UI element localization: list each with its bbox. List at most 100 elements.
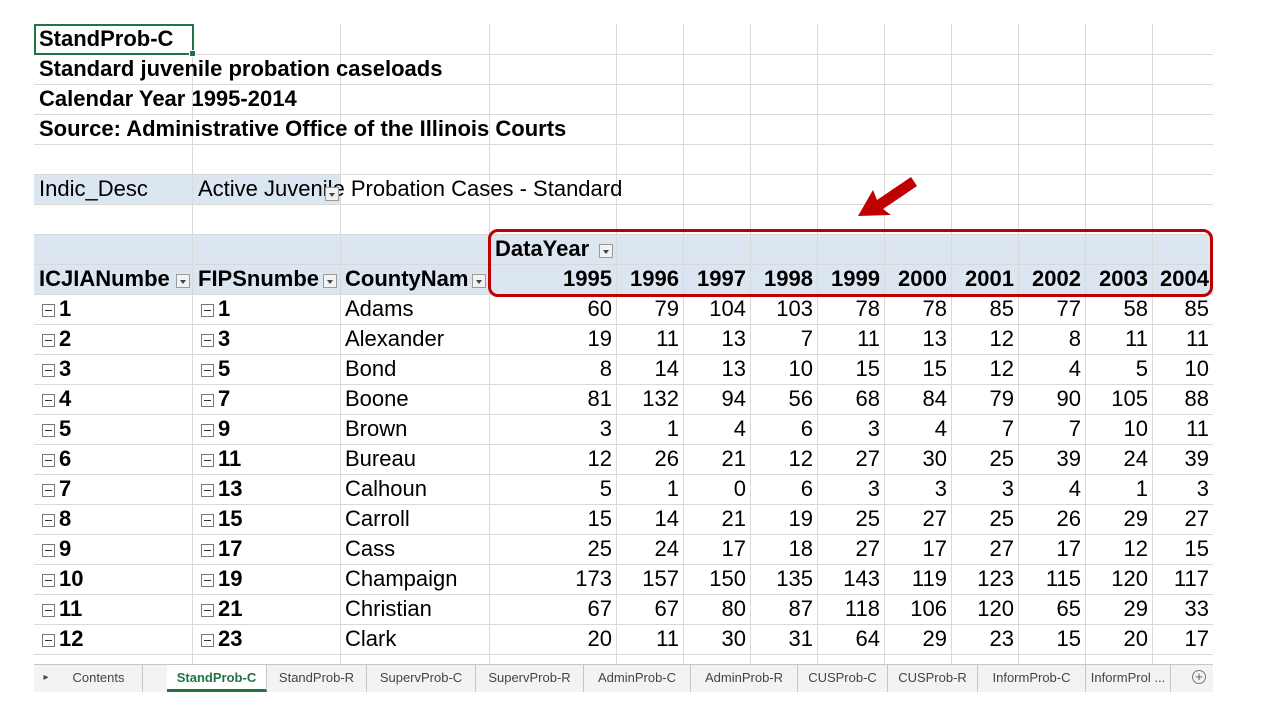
table-row-icjia[interactable]: 4 [42, 384, 192, 414]
table-cell-value[interactable]: 39 [1056, 446, 1081, 471]
datayear-dropdown-icon[interactable] [599, 244, 613, 258]
sheet-tab[interactable]: InformProb-C [978, 665, 1086, 692]
table-cell-value[interactable]: 3 [599, 416, 612, 441]
table-cell-value[interactable]: 1 [666, 416, 679, 441]
table-cell-value[interactable]: 27 [922, 506, 947, 531]
collapse-minus-icon[interactable] [42, 603, 55, 617]
collapse-minus-icon[interactable] [42, 423, 55, 437]
table-cell-value[interactable]: 80 [721, 596, 746, 621]
table-row-fips[interactable]: 23 [201, 624, 341, 654]
sheet-tab[interactable]: StandProb-R [267, 665, 367, 692]
table-row-fips[interactable]: 17 [201, 534, 341, 564]
table-cell-value[interactable]: 7 [1068, 416, 1081, 441]
table-cell-value[interactable]: 117 [1173, 566, 1209, 591]
table-cell-value[interactable]: 58 [1123, 296, 1148, 321]
year-header-2001[interactable]: 2001 [965, 266, 1014, 291]
collapse-minus-icon[interactable] [201, 333, 214, 347]
table-row-icjia[interactable]: 6 [42, 444, 192, 474]
collapse-minus-icon[interactable] [201, 453, 214, 467]
table-row-fips[interactable]: 1 [201, 294, 341, 324]
table-cell-value[interactable]: 25 [587, 536, 612, 561]
table-row-icjia[interactable]: 11 [42, 594, 192, 624]
table-row-county[interactable]: Alexander [345, 326, 445, 351]
table-cell-value[interactable]: 19 [587, 326, 612, 351]
collapse-minus-icon[interactable] [42, 333, 55, 347]
table-row-county[interactable]: Champaign [345, 566, 458, 591]
table-cell-value[interactable]: 143 [843, 566, 880, 591]
table-cell-value[interactable]: 30 [922, 446, 947, 471]
table-cell-value[interactable]: 7 [1001, 416, 1014, 441]
year-header-2002[interactable]: 2002 [1032, 266, 1081, 291]
table-cell-value[interactable]: 14 [654, 506, 679, 531]
table-cell-value[interactable]: 10 [1184, 356, 1209, 381]
table-cell-value[interactable]: 23 [989, 626, 1014, 651]
table-cell-value[interactable]: 1 [1135, 476, 1148, 501]
collapse-minus-icon[interactable] [42, 573, 55, 587]
table-cell-value[interactable]: 88 [1184, 386, 1209, 411]
table-cell-value[interactable]: 5 [1135, 356, 1148, 381]
table-cell-value[interactable]: 10 [1123, 416, 1148, 441]
collapse-minus-icon[interactable] [42, 483, 55, 497]
table-cell-value[interactable]: 20 [587, 626, 612, 651]
collapse-minus-icon[interactable] [201, 633, 214, 647]
sheet-tab[interactable]: StandProb-C [167, 665, 267, 692]
table-cell-value[interactable]: 5 [599, 476, 612, 501]
sheet-tab[interactable]: Contents [55, 665, 143, 692]
table-cell-value[interactable]: 39 [1184, 446, 1209, 471]
collapse-minus-icon[interactable] [201, 393, 214, 407]
collapse-minus-icon[interactable] [201, 603, 214, 617]
table-row-icjia[interactable]: 3 [42, 354, 192, 384]
table-cell-value[interactable]: 24 [1123, 446, 1148, 471]
table-row-fips[interactable]: 13 [201, 474, 341, 504]
collapse-minus-icon[interactable] [201, 423, 214, 437]
table-cell-value[interactable]: 3 [867, 416, 880, 441]
collapse-minus-icon[interactable] [42, 543, 55, 557]
table-row-county[interactable]: Cass [345, 536, 396, 561]
table-row-county[interactable]: Clark [345, 626, 397, 651]
row-header-countynam[interactable]: CountyNam [345, 266, 469, 291]
table-cell-value[interactable]: 60 [587, 296, 612, 321]
table-cell-value[interactable]: 118 [844, 596, 880, 621]
table-cell-value[interactable]: 33 [1184, 596, 1209, 621]
table-cell-value[interactable]: 85 [989, 296, 1014, 321]
table-cell-value[interactable]: 77 [1056, 296, 1081, 321]
table-cell-value[interactable]: 68 [855, 386, 880, 411]
filter-label[interactable]: Indic_Desc [39, 176, 148, 201]
table-cell-value[interactable]: 11 [1125, 326, 1148, 351]
table-cell-value[interactable]: 87 [788, 596, 813, 621]
table-row-fips[interactable]: 21 [201, 594, 341, 624]
table-cell-value[interactable]: 25 [989, 506, 1014, 531]
table-cell-value[interactable]: 31 [788, 626, 813, 651]
table-row-icjia[interactable]: 5 [42, 414, 192, 444]
table-cell-value[interactable]: 65 [1056, 596, 1081, 621]
table-cell-value[interactable]: 11 [1186, 416, 1209, 441]
table-row-county[interactable]: Boone [345, 386, 409, 411]
table-cell-value[interactable]: 24 [654, 536, 679, 561]
table-cell-value[interactable]: 12 [989, 356, 1014, 381]
collapse-minus-icon[interactable] [42, 513, 55, 527]
table-cell-value[interactable]: 7 [800, 326, 813, 351]
table-cell-value[interactable]: 173 [575, 566, 612, 591]
table-cell-value[interactable]: 3 [1001, 476, 1014, 501]
table-cell-value[interactable]: 29 [1123, 506, 1148, 531]
table-row-fips[interactable]: 7 [201, 384, 341, 414]
table-cell-value[interactable]: 12 [788, 446, 813, 471]
table-cell-value[interactable]: 1 [666, 476, 679, 501]
table-cell-value[interactable]: 90 [1056, 386, 1081, 411]
table-row-county[interactable]: Adams [345, 296, 414, 321]
table-row-icjia[interactable]: 7 [42, 474, 192, 504]
table-cell-value[interactable]: 150 [709, 566, 746, 591]
table-cell-value[interactable]: 78 [922, 296, 947, 321]
table-row-county[interactable]: Bond [345, 356, 397, 381]
table-cell-value[interactable]: 20 [1123, 626, 1148, 651]
table-cell-value[interactable]: 115 [1045, 566, 1081, 591]
column-field-datayear[interactable]: DataYear [495, 236, 590, 261]
table-row-fips[interactable]: 9 [201, 414, 341, 444]
collapse-minus-icon[interactable] [201, 513, 214, 527]
sheet-tab[interactable]: InformProl ... [1086, 665, 1171, 692]
row-header-dropdown-icon[interactable] [323, 274, 337, 288]
table-cell-value[interactable]: 4 [1068, 356, 1081, 381]
sheet-tab[interactable]: AdminProb-C [584, 665, 691, 692]
year-header-2000[interactable]: 2000 [898, 266, 947, 291]
add-sheet-icon[interactable]: + [1192, 670, 1206, 684]
